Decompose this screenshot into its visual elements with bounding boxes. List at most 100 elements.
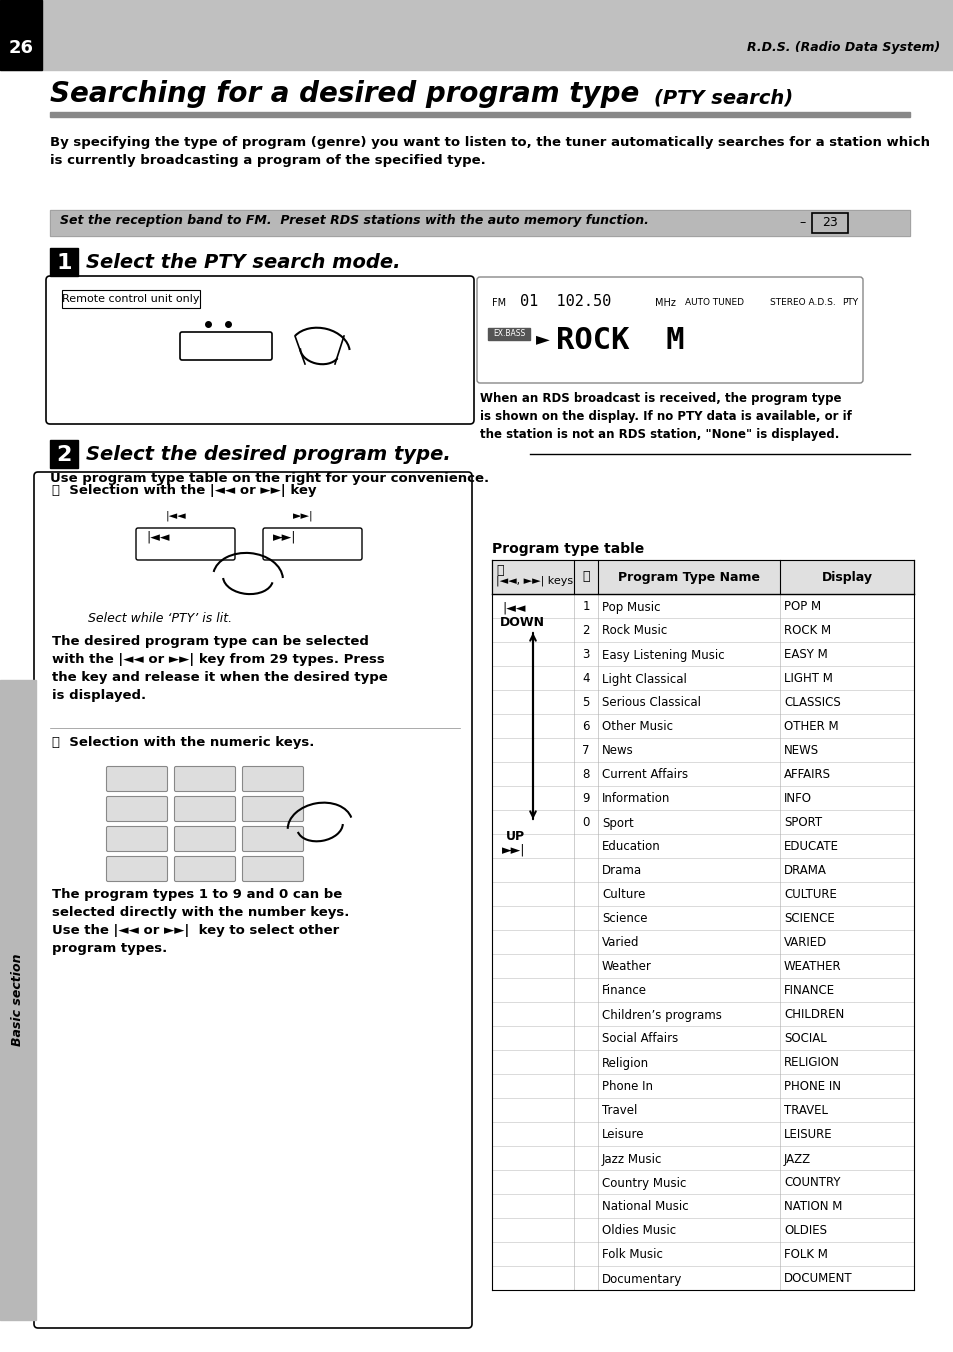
Text: FINANCE: FINANCE: [783, 984, 834, 998]
Bar: [492, 594, 913, 618]
Text: Oldies Music: Oldies Music: [601, 1225, 676, 1237]
FancyBboxPatch shape: [136, 529, 234, 560]
Bar: [492, 1026, 913, 1051]
Text: Select while ‘PTY’ is lit.: Select while ‘PTY’ is lit.: [88, 612, 232, 625]
Text: –: –: [799, 216, 805, 230]
Text: Phone In: Phone In: [601, 1080, 652, 1094]
Text: Country Music: Country Music: [601, 1176, 685, 1190]
Text: TRAVEL: TRAVEL: [783, 1105, 827, 1118]
Text: with the |◄◄ or ►►| key from 29 types. Press: with the |◄◄ or ►►| key from 29 types. P…: [52, 653, 384, 667]
Text: PHONE IN: PHONE IN: [783, 1080, 841, 1094]
Bar: [492, 882, 913, 906]
Text: Display: Display: [821, 571, 872, 584]
Text: News: News: [601, 745, 633, 757]
Text: Searching for a desired program type: Searching for a desired program type: [50, 80, 639, 108]
Bar: [492, 930, 913, 955]
Text: ►►|: ►►|: [273, 530, 296, 544]
Text: 7: 7: [581, 745, 589, 757]
Text: is currently broadcasting a program of the specified type.: is currently broadcasting a program of t…: [50, 154, 485, 168]
Text: Light Classical: Light Classical: [601, 672, 686, 685]
Text: EX.BASS: EX.BASS: [493, 330, 524, 338]
Text: DRAMA: DRAMA: [783, 864, 826, 877]
Bar: [492, 1002, 913, 1026]
FancyBboxPatch shape: [174, 796, 235, 822]
Text: COUNTRY: COUNTRY: [783, 1176, 840, 1190]
Text: National Music: National Music: [601, 1201, 688, 1214]
Text: The program types 1 to 9 and 0 can be: The program types 1 to 9 and 0 can be: [52, 888, 342, 900]
FancyBboxPatch shape: [174, 826, 235, 852]
Text: Serious Classical: Serious Classical: [601, 696, 700, 710]
Text: 9: 9: [581, 792, 589, 806]
Text: 2: 2: [581, 625, 589, 638]
Bar: [492, 690, 913, 714]
Text: WEATHER: WEATHER: [783, 960, 841, 973]
Text: ►►|: ►►|: [293, 511, 313, 522]
Text: FOLK M: FOLK M: [783, 1248, 827, 1261]
Text: Sport: Sport: [601, 817, 633, 830]
Text: Folk Music: Folk Music: [601, 1248, 662, 1261]
Bar: [492, 1122, 913, 1146]
Text: Program type table: Program type table: [492, 542, 643, 556]
Text: AUTO TUNED: AUTO TUNED: [684, 297, 743, 307]
Bar: [492, 714, 913, 738]
Text: R.D.S. (Radio Data System): R.D.S. (Radio Data System): [746, 42, 939, 54]
Text: is shown on the display. If no PTY data is available, or if: is shown on the display. If no PTY data …: [479, 410, 851, 423]
Text: INFO: INFO: [783, 792, 811, 806]
Text: ►►|: ►►|: [501, 844, 525, 857]
Bar: [492, 1051, 913, 1073]
FancyBboxPatch shape: [242, 767, 303, 791]
Text: ROCK  M: ROCK M: [556, 326, 684, 356]
Text: JAZZ: JAZZ: [783, 1152, 810, 1165]
Text: 26: 26: [9, 39, 33, 57]
Bar: [50, 247, 78, 276]
Text: Religion: Religion: [601, 1056, 648, 1069]
Text: LEISURE: LEISURE: [783, 1129, 832, 1141]
Bar: [0, 0, 953, 70]
Text: Current Affairs: Current Affairs: [601, 768, 687, 781]
Text: |◄◄: |◄◄: [166, 511, 186, 522]
Text: Drama: Drama: [601, 864, 641, 877]
Text: program types.: program types.: [52, 942, 167, 955]
Text: NEWS: NEWS: [783, 745, 819, 757]
FancyBboxPatch shape: [174, 767, 235, 791]
Text: PTY: PTY: [841, 297, 858, 307]
Text: Ⓐ  Selection with the |◄◄ or ►►| key: Ⓐ Selection with the |◄◄ or ►►| key: [52, 484, 316, 498]
Text: Remote control unit only: Remote control unit only: [62, 293, 199, 304]
Bar: [492, 1098, 913, 1122]
Text: Ⓐ: Ⓐ: [496, 564, 503, 577]
Bar: [492, 1169, 913, 1194]
Text: is displayed.: is displayed.: [52, 690, 146, 702]
Text: Weather: Weather: [601, 960, 651, 973]
Bar: [492, 618, 913, 642]
Text: CULTURE: CULTURE: [783, 888, 836, 902]
Text: MHz: MHz: [655, 297, 675, 308]
Text: Education: Education: [601, 841, 660, 853]
Text: Basic section: Basic section: [11, 953, 25, 1046]
Text: SOCIAL: SOCIAL: [783, 1033, 826, 1045]
Text: Culture: Culture: [601, 888, 644, 902]
Text: RELIGION: RELIGION: [783, 1056, 839, 1069]
Text: EASY M: EASY M: [783, 649, 827, 661]
Text: ►: ►: [536, 330, 549, 347]
Text: Other Music: Other Music: [601, 721, 672, 734]
Bar: [492, 1146, 913, 1169]
Text: 8: 8: [581, 768, 589, 781]
Text: Children’s programs: Children’s programs: [601, 1009, 721, 1022]
Text: Use the |◄◄ or ►►|  key to select other: Use the |◄◄ or ►►| key to select other: [52, 923, 339, 937]
Text: selected directly with the number keys.: selected directly with the number keys.: [52, 906, 349, 919]
Text: CLASSICS: CLASSICS: [783, 696, 840, 710]
Text: 23: 23: [821, 216, 837, 230]
Text: Finance: Finance: [601, 984, 646, 998]
Text: |◄◄: |◄◄: [501, 602, 525, 615]
Text: 1: 1: [581, 600, 589, 614]
FancyBboxPatch shape: [107, 796, 168, 822]
FancyBboxPatch shape: [34, 472, 472, 1328]
Bar: [492, 1218, 913, 1242]
Bar: [492, 642, 913, 667]
FancyBboxPatch shape: [476, 277, 862, 383]
Text: Pop Music: Pop Music: [601, 600, 659, 614]
Bar: [492, 738, 913, 763]
Bar: [492, 786, 913, 810]
Bar: [492, 1265, 913, 1290]
Bar: [492, 906, 913, 930]
